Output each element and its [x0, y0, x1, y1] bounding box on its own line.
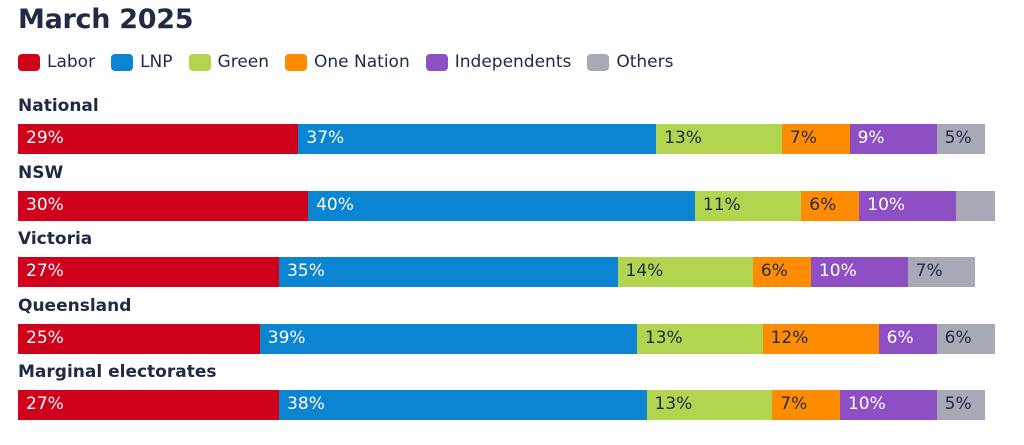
data-label: 6%: [944, 327, 972, 348]
data-label: 11%: [702, 194, 741, 215]
category-label: Marginal electorates: [18, 362, 217, 382]
data-label: 7%: [780, 394, 808, 414]
category-label: Queensland: [18, 295, 132, 316]
bar-segment: 14%: [617, 257, 753, 287]
bar-segment: 27%: [18, 390, 280, 420]
bar-segment: 9%: [849, 124, 937, 154]
legend-swatch: [425, 53, 448, 71]
category-label: NSW: [18, 162, 64, 183]
bar-segment: 6%: [752, 257, 811, 287]
data-label: 29%: [26, 128, 64, 148]
data-label: 40%: [316, 194, 354, 215]
bar-segment: 38%: [279, 390, 647, 420]
data-label: 27%: [26, 394, 64, 414]
legend-swatch: [111, 53, 134, 71]
data-label: 10%: [867, 194, 906, 215]
legend-item: Green: [188, 52, 270, 72]
data-label: 39%: [267, 327, 306, 348]
bar-segment: 11%: [694, 190, 802, 221]
legend-item: LNP: [111, 52, 173, 72]
legend-label: One Nation: [314, 52, 410, 72]
bar-segment: 6%: [936, 323, 995, 354]
data-label: 14%: [625, 261, 664, 281]
data-label: 5%: [944, 128, 972, 148]
data-label: 6%: [886, 327, 914, 348]
data-label: 37%: [306, 128, 345, 148]
data-label: 7%: [789, 128, 817, 148]
bar-segment: [955, 190, 995, 221]
legend-item: Others: [587, 52, 673, 72]
legend-item: One Nation: [285, 52, 410, 72]
bar-segment: 6%: [801, 190, 860, 221]
data-label: 12%: [770, 327, 809, 348]
data-label: 13%: [654, 394, 693, 414]
data-label: 13%: [664, 128, 703, 148]
legend-label: Green: [217, 52, 270, 72]
legend: Labor LNP Green One Nation Independents Other…: [18, 52, 689, 72]
bar-segment: 12%: [762, 323, 879, 354]
bar-segment: 30%: [18, 190, 309, 221]
bar-segment: 29%: [18, 124, 299, 154]
data-label: 5%: [944, 394, 972, 414]
data-label: 25%: [26, 327, 64, 348]
bar-segment: 7%: [907, 257, 976, 287]
bar-segment: 7%: [781, 124, 850, 154]
bar-segment: 13%: [646, 390, 773, 420]
bar-segment: 39%: [259, 323, 637, 354]
data-label: 27%: [26, 261, 64, 281]
bar-segment: 25%: [18, 323, 260, 354]
bar-segment: 37%: [298, 124, 657, 154]
bar-segment: 7%: [772, 390, 840, 420]
chart-title: March 2025: [18, 4, 194, 35]
bar-segment: 6%: [878, 323, 937, 354]
data-label: 10%: [818, 261, 857, 281]
bar-segment: 40%: [308, 190, 695, 221]
data-label: 13%: [644, 327, 683, 348]
legend-label: Independents: [454, 52, 572, 72]
category-label: Victoria: [18, 229, 93, 249]
bar-segment: 27%: [18, 257, 280, 287]
legend-label: LNP: [140, 52, 173, 72]
legend-label: Labor: [47, 52, 96, 72]
bar-segment: 13%: [656, 124, 782, 154]
bar-segment: 10%: [839, 390, 937, 420]
bar-segment: 5%: [936, 124, 985, 154]
bar-segment: 10%: [859, 190, 956, 221]
legend-item: Independents: [425, 52, 572, 72]
bar-segment: 35%: [279, 257, 618, 287]
legend-swatch: [18, 53, 40, 71]
bar-segment: 10%: [810, 257, 908, 287]
legend-swatch: [587, 53, 610, 71]
data-label: 38%: [287, 394, 325, 414]
data-label: 6%: [760, 261, 788, 281]
data-label: 9%: [857, 128, 885, 148]
data-label: 10%: [847, 394, 886, 414]
data-label: 35%: [287, 261, 325, 281]
data-label: 30%: [26, 194, 64, 215]
legend-swatch: [285, 53, 308, 71]
legend-label: Others: [616, 52, 674, 72]
data-label: 7%: [915, 261, 943, 281]
data-label: 6%: [809, 194, 837, 215]
bar-segment: 13%: [636, 323, 763, 354]
legend-item: Labor: [18, 52, 95, 72]
category-label: National: [18, 96, 99, 116]
bar-segment: 5%: [936, 390, 985, 420]
legend-swatch: [188, 53, 211, 71]
